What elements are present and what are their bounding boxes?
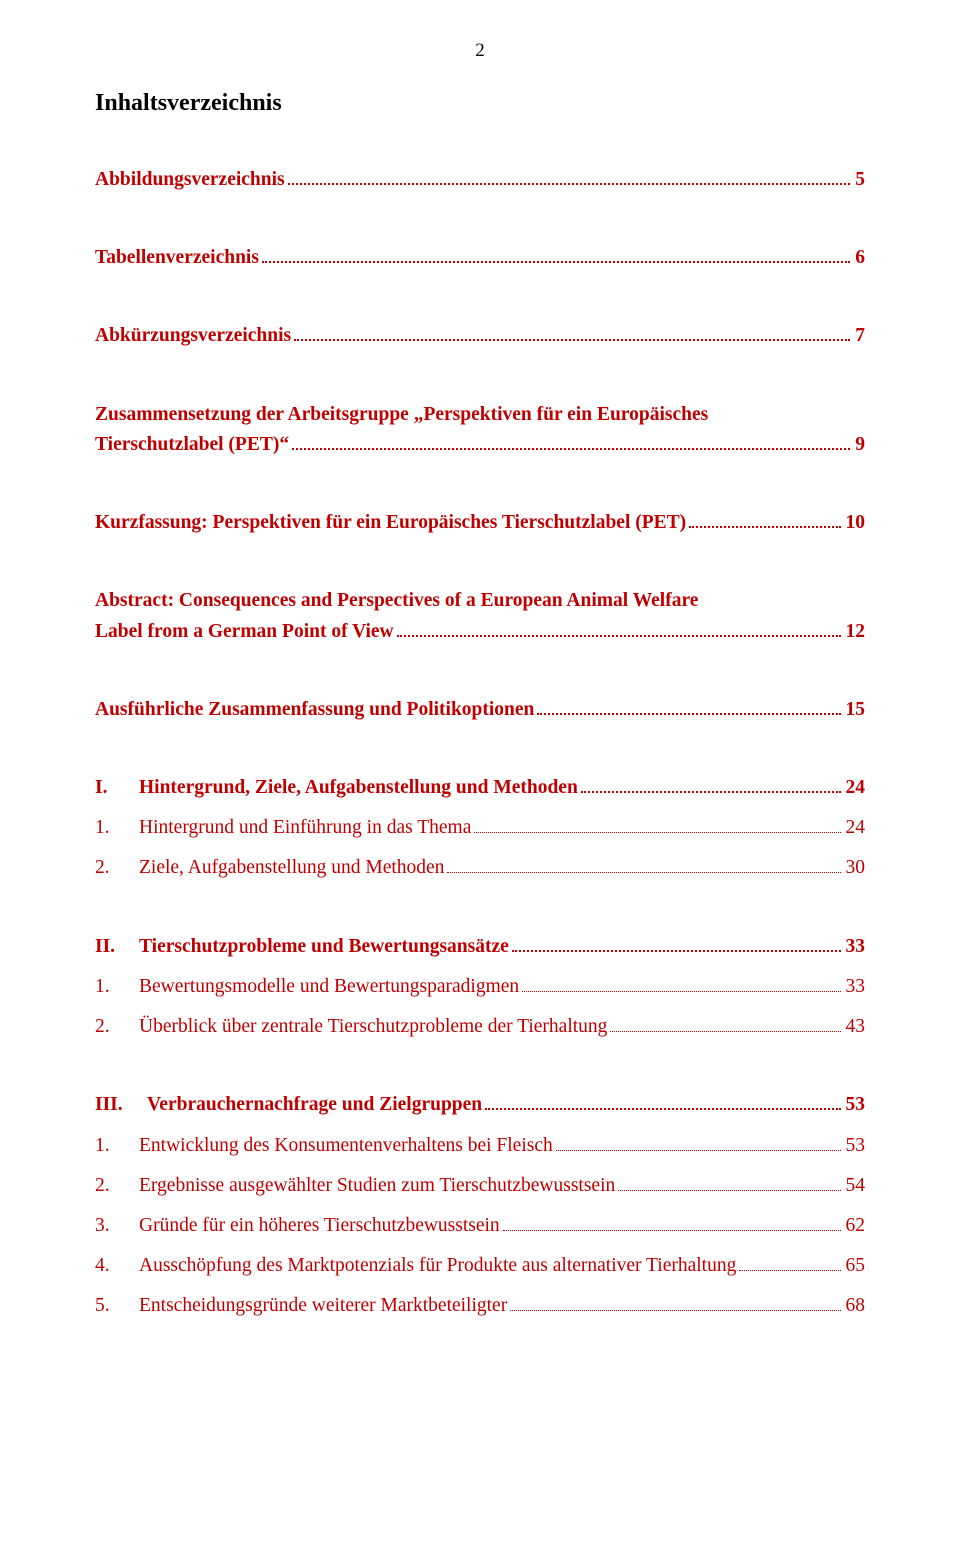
toc-tabellenverzeichnis[interactable]: Tabellenverzeichnis 6 [95,243,865,273]
leader-dots [522,991,840,992]
toc-zusammensetzung-line1: Zusammensetzung der Arbeitsgruppe „Persp… [95,400,865,430]
toc-section-1-2[interactable]: 2. Ziele, Aufgabenstellung und Methoden … [95,853,865,883]
leader-dots [689,526,840,528]
toc-label: Ergebnisse ausgewählter Studien zum Tier… [139,1171,615,1201]
toc-section-3-2[interactable]: 2. Ergebnisse ausgewählter Studien zum T… [95,1171,865,1201]
toc-section-3-3[interactable]: 3. Gründe für ein höheres Tierschutzbewu… [95,1211,865,1241]
toc-label: Tierschutzlabel (PET)“ [95,430,289,460]
leader-dots [292,448,850,450]
toc-label: Ziele, Aufgabenstellung und Methoden [139,853,444,883]
toc-section-2-1[interactable]: 1. Bewertungsmodelle und Bewertungsparad… [95,972,865,1002]
toc-page: 30 [844,853,866,883]
toc-section-3[interactable]: III. Verbrauchernachfrage und Zielgruppe… [95,1090,865,1120]
toc-kurzfassung[interactable]: Kurzfassung: Perspektiven für ein Europä… [95,508,865,538]
toc-section-2[interactable]: II. Tierschutzprobleme und Bewertungsans… [95,932,865,962]
toc-section-3-4[interactable]: 4. Ausschöpfung des Marktpotenzials für … [95,1251,865,1281]
toc-page: 43 [844,1012,866,1042]
toc-num: 3. [95,1211,139,1241]
toc-page: 33 [844,972,866,1002]
toc-label: Abkürzungsverzeichnis [95,321,291,351]
toc-label: Abbildungsverzeichnis [95,165,285,195]
toc-label: Gründe für ein höheres Tierschutzbewusst… [139,1211,500,1241]
toc-section-3-5[interactable]: 5. Entscheidungsgründe weiterer Marktbet… [95,1291,865,1321]
toc-page: 12 [844,617,866,647]
toc-section-3-1[interactable]: 1. Entwicklung des Konsumentenverhaltens… [95,1131,865,1161]
toc-page: 5 [853,165,865,195]
toc-label: Tierschutzprobleme und Bewertungsansätze [139,932,509,962]
toc-page: 15 [844,695,866,725]
page-title: Inhaltsverzeichnis [95,90,865,117]
toc-num: 1. [95,813,139,843]
toc-abkuerzungsverzeichnis[interactable]: Abkürzungsverzeichnis 7 [95,321,865,351]
toc-num: I. [95,773,139,803]
toc-label: Tabellenverzeichnis [95,243,259,273]
toc-section-1-1[interactable]: 1. Hintergrund und Einführung in das The… [95,813,865,843]
leader-dots [262,261,850,263]
leader-dots [537,713,840,715]
toc-section-1[interactable]: I. Hintergrund, Ziele, Aufgabenstellung … [95,773,865,803]
leader-dots [739,1270,840,1271]
toc-label: Entwicklung des Konsumentenverhaltens be… [139,1131,553,1161]
toc-page: 6 [853,243,865,273]
leader-dots [294,339,850,341]
toc-num: 1. [95,1131,139,1161]
toc-page: 7 [853,321,865,351]
toc-num: 1. [95,972,139,1002]
toc-page: 65 [844,1251,866,1281]
leader-dots [581,791,841,793]
toc-page: 54 [844,1171,866,1201]
toc-label: Ausführliche Zusammenfassung und Politik… [95,695,534,725]
toc-num: 2. [95,1171,139,1201]
toc-label: Hintergrund, Ziele, Aufgabenstellung und… [139,773,578,803]
toc-page: 10 [844,508,866,538]
toc-num: 4. [95,1251,139,1281]
toc-label: Hintergrund und Einführung in das Thema [139,813,471,843]
toc-num: 2. [95,853,139,883]
toc-section-2-2[interactable]: 2. Überblick über zentrale Tierschutzpro… [95,1012,865,1042]
leader-dots [503,1230,841,1231]
toc-label: Verbrauchernachfrage und Zielgruppen [147,1090,482,1120]
toc-num: II. [95,932,139,962]
toc-label: Überblick über zentrale Tierschutzproble… [139,1012,607,1042]
toc-num: 2. [95,1012,139,1042]
toc-abstract-line1: Abstract: Consequences and Perspectives … [95,586,865,616]
toc-label: Bewertungsmodelle und Bewertungsparadigm… [139,972,519,1002]
toc-label: Ausschöpfung des Marktpotenzials für Pro… [139,1251,736,1281]
leader-dots [485,1108,840,1110]
toc-ausfuehrlich[interactable]: Ausführliche Zusammenfassung und Politik… [95,695,865,725]
toc-page: 24 [844,773,866,803]
leader-dots [556,1150,841,1151]
toc-label: Entscheidungsgründe weiterer Marktbeteil… [139,1291,507,1321]
leader-dots [474,832,840,833]
toc-page: 53 [844,1090,866,1120]
toc-page: 9 [853,430,865,460]
leader-dots [288,183,851,185]
toc-page: 24 [844,813,866,843]
leader-dots [618,1190,840,1191]
toc-num: 5. [95,1291,139,1321]
toc-label: Kurzfassung: Perspektiven für ein Europä… [95,508,686,538]
leader-dots [397,635,841,637]
leader-dots [510,1310,840,1311]
toc-zusammensetzung[interactable]: Tierschutzlabel (PET)“ 9 [95,430,865,460]
toc-page: 53 [844,1131,866,1161]
toc-page: 62 [844,1211,866,1241]
toc-page: 33 [844,932,866,962]
leader-dots [512,950,841,952]
toc-num: III. [95,1090,147,1120]
toc-abstract[interactable]: Label from a German Point of View 12 [95,617,865,647]
toc-label: Label from a German Point of View [95,617,394,647]
leader-dots [610,1031,840,1032]
toc-abbildungsverzeichnis[interactable]: Abbildungsverzeichnis 5 [95,165,865,195]
leader-dots [447,872,840,873]
page-number: 2 [95,40,865,62]
toc-page: 68 [844,1291,866,1321]
